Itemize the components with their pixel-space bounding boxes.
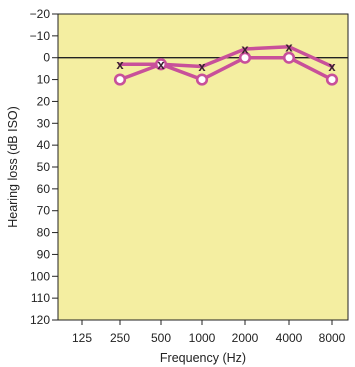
x-marker: x: [116, 57, 124, 72]
y-tick-label: 50: [37, 160, 51, 174]
y-tick-label: 60: [37, 182, 51, 196]
circle-marker: [282, 51, 296, 64]
y-tick-label: 20: [37, 94, 51, 108]
series-layer: x x x x x x: [113, 39, 339, 86]
circle-marker: [113, 73, 127, 86]
y-tick-label: 110: [31, 291, 50, 305]
series-line-2: [118, 45, 334, 69]
y-tick-label: 40: [37, 138, 51, 152]
y-tick-label: 0: [43, 51, 50, 65]
x-tick-label: 1000: [189, 331, 216, 345]
y-tick-label: 120: [30, 313, 50, 327]
x-tick-label: 500: [151, 331, 171, 345]
y-tick-label: 30: [37, 116, 51, 130]
y-tick-label: 80: [37, 226, 51, 240]
x-tick-label: 250: [110, 331, 130, 345]
y-tick-label: 90: [37, 247, 51, 261]
x-marker: x: [198, 59, 206, 74]
x-axis-ticks: 125 250 500 1000 2000 4000 8000: [72, 320, 346, 345]
x-marker: x: [241, 41, 249, 56]
y-axis-ticks: −20 −10 0 10 20 30 40 50 60 70 80 90 100 110 120: [30, 7, 58, 327]
series-line-1: [118, 55, 334, 82]
y-tick-label: 10: [37, 73, 51, 87]
x-tick-label: 125: [72, 331, 92, 345]
y-tick-label: 100: [30, 269, 50, 283]
x-axis-title: Frequency (Hz): [160, 351, 246, 365]
x-tick-label: 8000: [319, 331, 346, 345]
x-marker: x: [285, 39, 293, 54]
circle-marker: [195, 73, 209, 86]
x-tick-label: 4000: [276, 331, 303, 345]
y-axis-title: Hearing loss (dB ISO): [6, 106, 20, 228]
y-tick-label: 70: [37, 204, 51, 218]
x-marker: x: [157, 57, 165, 72]
x-marker: x: [328, 59, 336, 74]
circle-marker: [154, 58, 168, 71]
x-tick-label: 2000: [232, 331, 259, 345]
circle-marker: [325, 73, 339, 86]
y-tick-label: −20: [30, 7, 51, 21]
y-tick-label: −10: [30, 29, 51, 43]
circle-marker: [238, 51, 252, 64]
